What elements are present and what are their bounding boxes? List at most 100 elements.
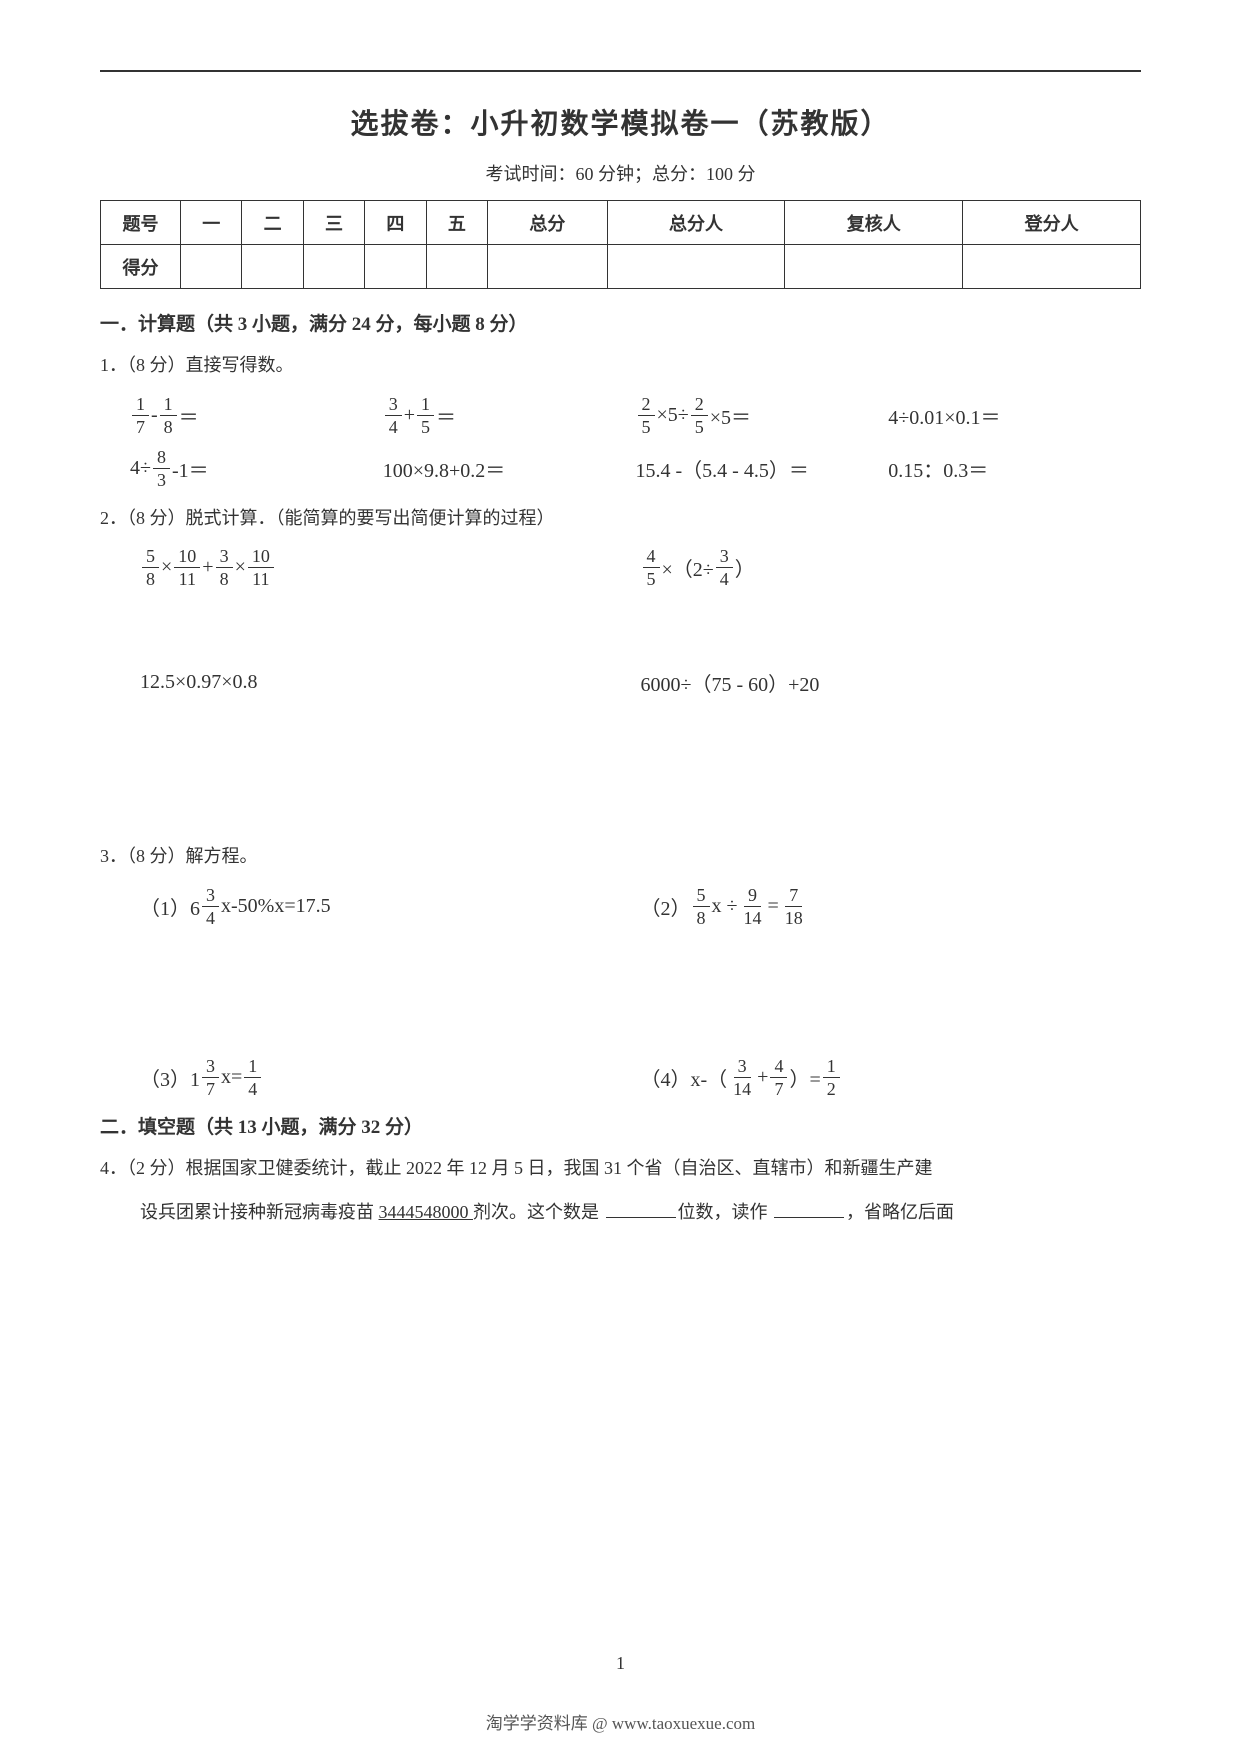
- q1-row2: 4÷ 83 -1＝ 100×9.8+0.2＝ 15.4 -（5.4 - 4.5）…: [130, 448, 1141, 489]
- txt: x=: [221, 1066, 242, 1089]
- den: 7: [770, 1078, 787, 1098]
- den: 8: [160, 416, 177, 436]
- q3-row1: （1）6 34 x-50%x=17.5 （2） 58 x ÷ 914 = 718: [140, 886, 1141, 927]
- den: 7: [202, 1078, 219, 1098]
- th: 登分人: [963, 201, 1141, 245]
- td[interactable]: [488, 245, 608, 289]
- den: 11: [248, 568, 273, 588]
- q2-row2: 12.5×0.97×0.8 6000÷（75 - 60）+20: [140, 668, 1141, 697]
- td[interactable]: [963, 245, 1141, 289]
- underlined-number: 3444548000: [379, 1202, 474, 1222]
- num: 2: [638, 395, 655, 416]
- den: 4: [385, 416, 402, 436]
- td[interactable]: [426, 245, 487, 289]
- num: 10: [248, 547, 274, 568]
- den: 8: [216, 568, 233, 588]
- q4-line2: 设兵团累计接种新冠病毒疫苗 3444548000 剂次。这个数是 位数，读作 ，…: [100, 1197, 1141, 1228]
- th: 四: [365, 201, 426, 245]
- txt: ）=: [789, 1063, 820, 1092]
- txt: ×5÷: [657, 404, 689, 427]
- td[interactable]: [303, 245, 364, 289]
- den: 3: [153, 469, 170, 489]
- num: 3: [202, 1057, 219, 1078]
- num: 3: [385, 395, 402, 416]
- expr: 34 + 15 ＝: [383, 395, 636, 436]
- footer: 淘学学资料库 @ www.taoxuexue.com: [0, 1709, 1241, 1734]
- txt: ×5＝: [710, 401, 751, 430]
- q3-row2: （3）1 37 x= 14 （4）x-（ 314 + 47 ）= 12: [140, 1057, 1141, 1098]
- txt: x-50%x=17.5: [221, 895, 331, 918]
- txt: ×（2÷: [662, 553, 714, 582]
- td[interactable]: [242, 245, 303, 289]
- txt: （3）1: [140, 1063, 200, 1092]
- q2-label: 2．（8 分）脱式计算．（能简算的要写出简便计算的过程）: [100, 503, 1141, 534]
- txt: （1）6: [140, 892, 200, 921]
- work-space: [100, 707, 1141, 827]
- den: 5: [638, 416, 655, 436]
- num: 3: [202, 886, 219, 907]
- num: 1: [244, 1057, 261, 1078]
- expr: 15.4 -（5.4 - 4.5）＝: [636, 448, 889, 489]
- den: 8: [693, 907, 710, 927]
- table-row: 得分: [101, 245, 1141, 289]
- expr: （1）6 34 x-50%x=17.5: [140, 886, 641, 927]
- section-heading-1: 一．计算题（共 3 小题，满分 24 分，每小题 8 分）: [100, 309, 1141, 336]
- td[interactable]: [181, 245, 242, 289]
- txt: =: [767, 895, 778, 918]
- num: 7: [785, 886, 802, 907]
- num: 1: [823, 1057, 840, 1078]
- num: 10: [174, 547, 200, 568]
- q1-label: 1．（8 分）直接写得数。: [100, 350, 1141, 381]
- expr: 100×9.8+0.2＝: [383, 448, 636, 489]
- expr: 58 × 1011 + 38 × 1011: [140, 547, 641, 588]
- den: 4: [202, 907, 219, 927]
- td[interactable]: [607, 245, 785, 289]
- expr: 0.15：0.3＝: [888, 448, 1141, 489]
- den: 5: [691, 416, 708, 436]
- section-heading-2: 二．填空题（共 13 小题，满分 32 分）: [100, 1112, 1141, 1139]
- txt: ，省略亿后面: [846, 1202, 954, 1222]
- den: 4: [244, 1078, 261, 1098]
- num: 3: [716, 547, 733, 568]
- txt: -1＝: [172, 454, 209, 483]
- num: 3: [216, 547, 233, 568]
- op: -: [151, 404, 158, 427]
- expr: 12.5×0.97×0.8: [140, 668, 641, 697]
- top-rule: [100, 70, 1141, 72]
- num: 1: [417, 395, 434, 416]
- num: 5: [142, 547, 159, 568]
- td[interactable]: [785, 245, 963, 289]
- op: ＝: [179, 401, 199, 430]
- expr: 25 ×5÷ 25 ×5＝: [636, 395, 889, 436]
- num: 1: [132, 395, 149, 416]
- txt: +: [757, 1066, 768, 1089]
- th: 总分人: [607, 201, 785, 245]
- exam-title: 选拔卷：小升初数学模拟卷一（苏教版）: [100, 102, 1141, 142]
- txt: x ÷: [712, 895, 738, 918]
- num: 1: [160, 395, 177, 416]
- fill-blank[interactable]: [606, 1199, 676, 1219]
- table-row: 题号 一 二 三 四 五 总分 总分人 复核人 登分人: [101, 201, 1141, 245]
- txt: （2）: [641, 892, 691, 921]
- exam-subtitle: 考试时间：60 分钟；总分：100 分: [100, 160, 1141, 186]
- q4-line1: 4．（2 分）根据国家卫健委统计，截止 2022 年 12 月 5 日，我国 3…: [100, 1153, 1141, 1184]
- den: 14: [729, 1078, 755, 1098]
- expr: 4÷ 83 -1＝: [130, 448, 383, 489]
- td[interactable]: [365, 245, 426, 289]
- den: 2: [823, 1078, 840, 1098]
- den: 14: [739, 907, 765, 927]
- num: 8: [153, 448, 170, 469]
- num: 4: [643, 547, 660, 568]
- expr: 4÷0.01×0.1＝: [888, 395, 1141, 436]
- op: ×: [235, 556, 246, 579]
- score-table: 题号 一 二 三 四 五 总分 总分人 复核人 登分人 得分: [100, 200, 1141, 289]
- den: 8: [142, 568, 159, 588]
- th: 题号: [101, 201, 181, 245]
- page-number: 1: [0, 1653, 1241, 1674]
- th: 五: [426, 201, 487, 245]
- work-space: [100, 598, 1141, 668]
- expr: （2） 58 x ÷ 914 = 718: [641, 886, 1142, 927]
- fill-blank[interactable]: [774, 1199, 844, 1219]
- th: 二: [242, 201, 303, 245]
- q3-label: 3．（8 分）解方程。: [100, 841, 1141, 872]
